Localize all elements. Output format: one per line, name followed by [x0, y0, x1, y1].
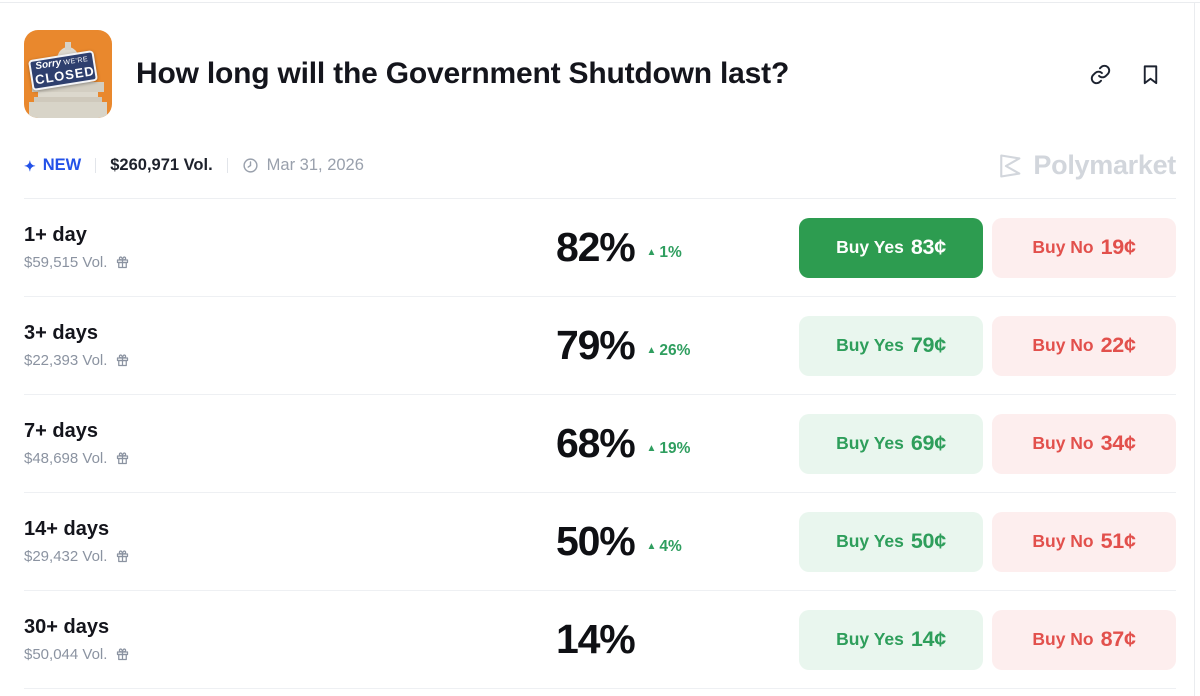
outcome-volume: $50,044 Vol. [24, 646, 556, 663]
percent-change-value: 4% [659, 538, 682, 555]
outcome-volume: $22,393 Vol. [24, 352, 556, 369]
polymarket-watermark: Polymarket [996, 150, 1176, 181]
buy-no-button[interactable]: Buy No 22¢ [992, 315, 1176, 376]
percent-change: ▲ 1% [646, 244, 681, 262]
outcome-volume: $29,432 Vol. [24, 548, 556, 565]
percent-change: ▲ 19% [646, 440, 690, 458]
outcome-volume: $59,515 Vol. [24, 254, 556, 271]
percent-change-value: 26% [659, 342, 691, 359]
clock-icon [243, 158, 258, 173]
header-divider [24, 198, 1176, 199]
buy-no-label: Buy No [1032, 629, 1094, 649]
buy-yes-label: Buy Yes [836, 629, 904, 649]
end-date-label: Mar 31, 2026 [266, 156, 364, 174]
outcome-row-14-days: 14+ days $29,432 Vol. 50% ▲ 4% Buy Yes 5… [24, 493, 1176, 591]
outcome-volume-label: $22,393 Vol. [24, 352, 108, 369]
buy-yes-button[interactable]: Buy Yes 50¢ [799, 511, 983, 572]
outcome-row-30-days: 30+ days $50,044 Vol. 14% Buy Yes 14¢ Bu… [24, 591, 1176, 689]
buy-yes-button[interactable]: Buy Yes 69¢ [799, 413, 983, 474]
end-date: Mar 31, 2026 [242, 156, 364, 175]
gift-icon[interactable] [115, 549, 130, 564]
up-arrow-icon: ▲ [646, 443, 657, 454]
buy-no-button[interactable]: Buy No 87¢ [992, 609, 1176, 670]
outcome-label: 7+ days [24, 420, 98, 442]
outcome-volume-label: $48,698 Vol. [24, 450, 108, 467]
sparkle-icon: ✦ [24, 157, 36, 174]
buy-no-button[interactable]: Buy No 34¢ [992, 413, 1176, 474]
gift-icon[interactable] [115, 255, 130, 270]
buy-yes-label: Buy Yes [836, 433, 904, 453]
outcome-label: 3+ days [24, 322, 98, 344]
yes-price: 50¢ [910, 529, 946, 553]
yes-price: 14¢ [910, 627, 946, 651]
no-price: 19¢ [1100, 235, 1136, 259]
new-badge-label: NEW [42, 156, 82, 174]
no-price: 51¢ [1100, 529, 1136, 553]
up-arrow-icon: ▲ [646, 345, 657, 356]
outcome-label: 30+ days [24, 616, 110, 638]
outcome-label: 14+ days [24, 518, 110, 540]
card-border-top [0, 2, 1200, 3]
no-price: 87¢ [1100, 627, 1136, 651]
total-volume: $260,971 Vol. [110, 156, 213, 174]
meta-divider [95, 158, 97, 173]
yes-price: 83¢ [910, 235, 946, 259]
outcome-label: 1+ day [24, 224, 87, 246]
percent-change-value: 1% [659, 244, 682, 261]
buy-yes-button[interactable]: Buy Yes 79¢ [799, 315, 983, 376]
outcome-percent: 82% [556, 224, 636, 270]
outcome-percent: 14% [556, 616, 636, 662]
percent-change: ▲ 26% [646, 342, 690, 360]
page-title: How long will the Government Shutdown la… [136, 57, 790, 90]
market-meta: ✦ NEW $260,971 Vol. Mar 31, 2026 Polymar… [24, 150, 1176, 181]
outcome-percent: 68% [556, 420, 636, 466]
no-price: 22¢ [1100, 333, 1136, 357]
outcome-row-7-days: 7+ days $48,698 Vol. 68% ▲ 19% Buy Yes 6… [24, 395, 1176, 493]
outcome-volume: $48,698 Vol. [24, 450, 556, 467]
buy-no-label: Buy No [1032, 237, 1094, 257]
gift-icon[interactable] [115, 451, 130, 466]
polymarket-wordmark: Polymarket [1033, 150, 1176, 180]
outcome-row-1-day: 1+ day $59,515 Vol. 82% ▲ 1% Buy Yes 83¢ [24, 199, 1176, 297]
up-arrow-icon: ▲ [646, 541, 657, 552]
up-arrow-icon: ▲ [646, 247, 657, 258]
buy-no-button[interactable]: Buy No 19¢ [992, 217, 1176, 278]
outcome-volume-label: $29,432 Vol. [24, 548, 108, 565]
buy-yes-label: Buy Yes [836, 335, 904, 355]
percent-change: ▲ 4% [646, 538, 681, 556]
outcome-volume-label: $59,515 Vol. [24, 254, 108, 271]
buy-yes-label: Buy Yes [836, 531, 904, 551]
polymarket-logo-icon [1000, 153, 1021, 178]
buy-yes-button[interactable]: Buy Yes 14¢ [799, 609, 983, 670]
bookmark-icon[interactable] [1139, 63, 1162, 86]
buy-no-label: Buy No [1032, 531, 1094, 551]
header-actions [1089, 63, 1162, 86]
percent-change-value: 19% [659, 440, 691, 457]
buy-yes-label: Buy Yes [836, 237, 904, 257]
buy-no-label: Buy No [1032, 433, 1094, 453]
card-border-right [1194, 2, 1195, 696]
buy-yes-button[interactable]: Buy Yes 83¢ [799, 217, 983, 278]
yes-price: 79¢ [910, 333, 946, 357]
buy-no-label: Buy No [1032, 335, 1094, 355]
market-header: Sorry WE'RE CLOSED How long will the Gov… [24, 30, 1176, 118]
gift-icon[interactable] [115, 353, 130, 368]
no-price: 34¢ [1100, 431, 1136, 455]
yes-price: 69¢ [910, 431, 946, 455]
gift-icon[interactable] [115, 647, 130, 662]
outcome-percent: 50% [556, 518, 636, 564]
buy-no-button[interactable]: Buy No 51¢ [992, 511, 1176, 572]
meta-divider [226, 158, 228, 173]
outcome-row-3-days: 3+ days $22,393 Vol. 79% ▲ 26% Buy Yes 7… [24, 297, 1176, 395]
copy-link-icon[interactable] [1089, 63, 1112, 86]
outcome-volume-label: $50,044 Vol. [24, 646, 108, 663]
outcome-percent: 79% [556, 322, 636, 368]
new-badge[interactable]: ✦ NEW [24, 156, 81, 175]
market-thumbnail: Sorry WE'RE CLOSED [24, 30, 112, 118]
